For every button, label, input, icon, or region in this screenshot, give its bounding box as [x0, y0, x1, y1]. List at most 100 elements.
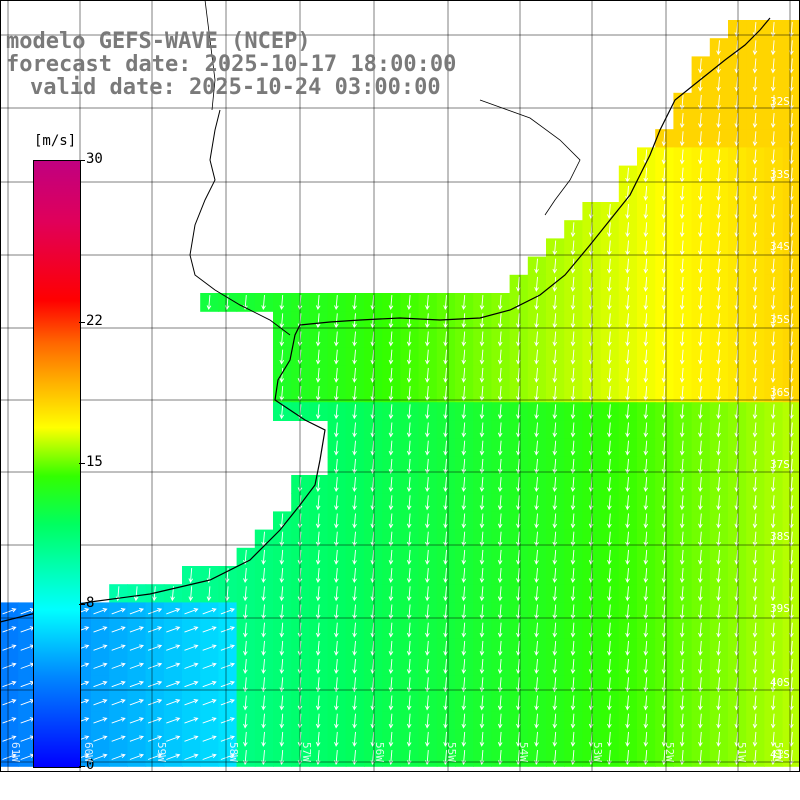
wind-arrow [516, 622, 521, 638]
wind-arrow [184, 699, 199, 706]
wind-arrow [716, 731, 721, 747]
wind-arrow [552, 713, 558, 729]
wind-arrow [698, 349, 703, 365]
wind-arrow [388, 622, 394, 638]
wind-arrow [752, 149, 758, 165]
wind-arrow [220, 626, 235, 633]
wind-arrow [679, 295, 685, 311]
wind-arrow [552, 458, 558, 474]
wind-arrow [202, 699, 217, 706]
wind-arrow [461, 731, 467, 747]
wind-arrow [461, 331, 467, 347]
wind-arrow [570, 622, 576, 638]
wind-arrow [425, 495, 430, 511]
wind-arrow [406, 349, 412, 365]
wind-arrow [534, 458, 539, 474]
wind-arrow [202, 626, 217, 633]
wind-arrow [534, 331, 539, 347]
wind-arrow [315, 349, 321, 365]
wind-arrow [315, 713, 321, 729]
wind-arrow [661, 604, 667, 620]
wind-arrow [770, 586, 776, 602]
wind-arrow [770, 622, 776, 638]
wind-arrow [406, 477, 412, 493]
wind-arrow [661, 404, 667, 420]
wind-arrow [406, 659, 412, 675]
wind-arrow [552, 695, 558, 711]
wind-arrow [770, 458, 776, 474]
wind-arrow [679, 331, 685, 347]
wind-arrow [607, 549, 612, 565]
wind-arrow [661, 677, 667, 693]
wind-arrow [770, 695, 776, 711]
wind-arrow [425, 531, 430, 547]
wind-arrow [570, 404, 576, 420]
wind-arrow [752, 513, 758, 529]
wind-arrow [552, 622, 558, 638]
wind-arrow [716, 131, 721, 147]
wind-arrow [752, 640, 758, 656]
wind-arrow [388, 549, 394, 565]
wind-arrow [443, 404, 448, 420]
wind-arrow [625, 731, 630, 747]
wind-arrow [661, 367, 667, 383]
wind-arrow [516, 604, 521, 620]
country-border [204, 0, 216, 111]
wind-arrow [184, 644, 199, 651]
wind-arrow [643, 204, 649, 220]
wind-arrow [661, 222, 667, 238]
wind-arrow [643, 313, 649, 329]
wind-arrow [534, 622, 539, 638]
wind-arrow [129, 735, 144, 742]
wind-arrow [111, 717, 126, 724]
wind-arrow [661, 659, 667, 675]
wind-arrow [243, 622, 248, 638]
latitude-label: 39S [770, 602, 790, 615]
wind-arrow [425, 313, 430, 329]
wind-arrow [479, 458, 485, 474]
title-forecast-date: forecast date: 2025-10-17 18:00:00 [6, 52, 457, 77]
wind-arrow [698, 313, 703, 329]
wind-arrow [570, 640, 576, 656]
wind-arrow [516, 331, 521, 347]
colorbar-tick-mark [79, 604, 85, 606]
wind-arrow [607, 349, 612, 365]
wind-arrow [698, 149, 703, 165]
wind-arrow [552, 568, 558, 584]
wind-arrow [534, 604, 539, 620]
wind-arrow [698, 586, 703, 602]
wind-arrow [443, 331, 448, 347]
wind-arrow [406, 458, 412, 474]
wind-arrow [679, 367, 685, 383]
wind-arrow [752, 167, 758, 183]
wind-arrow [679, 131, 685, 147]
wind-arrow [184, 626, 199, 633]
wind-arrow [698, 167, 703, 183]
wind-arrow [679, 204, 685, 220]
wind-arrow [479, 731, 485, 747]
wind-arrow [279, 677, 285, 693]
wind-arrow [2, 735, 17, 742]
wind-arrow [461, 586, 467, 602]
wind-arrow [93, 608, 108, 615]
wind-arrow [334, 531, 339, 547]
wind-arrow [184, 735, 199, 742]
wind-arrow [243, 659, 248, 675]
wind-arrow [479, 640, 485, 656]
wind-arrow [643, 677, 649, 693]
wind-arrow [679, 222, 685, 238]
wind-arrow [334, 404, 339, 420]
wind-arrow [552, 677, 558, 693]
wind-arrow [552, 240, 558, 256]
wind-arrow [261, 659, 266, 675]
wind-arrow [570, 604, 576, 620]
wind-arrow [643, 513, 649, 529]
wind-arrow [607, 240, 612, 256]
wind-arrow [661, 513, 667, 529]
wind-arrow [661, 313, 667, 329]
wind-arrow [516, 313, 521, 329]
wind-arrow [552, 440, 558, 456]
wind-arrow [770, 422, 776, 438]
